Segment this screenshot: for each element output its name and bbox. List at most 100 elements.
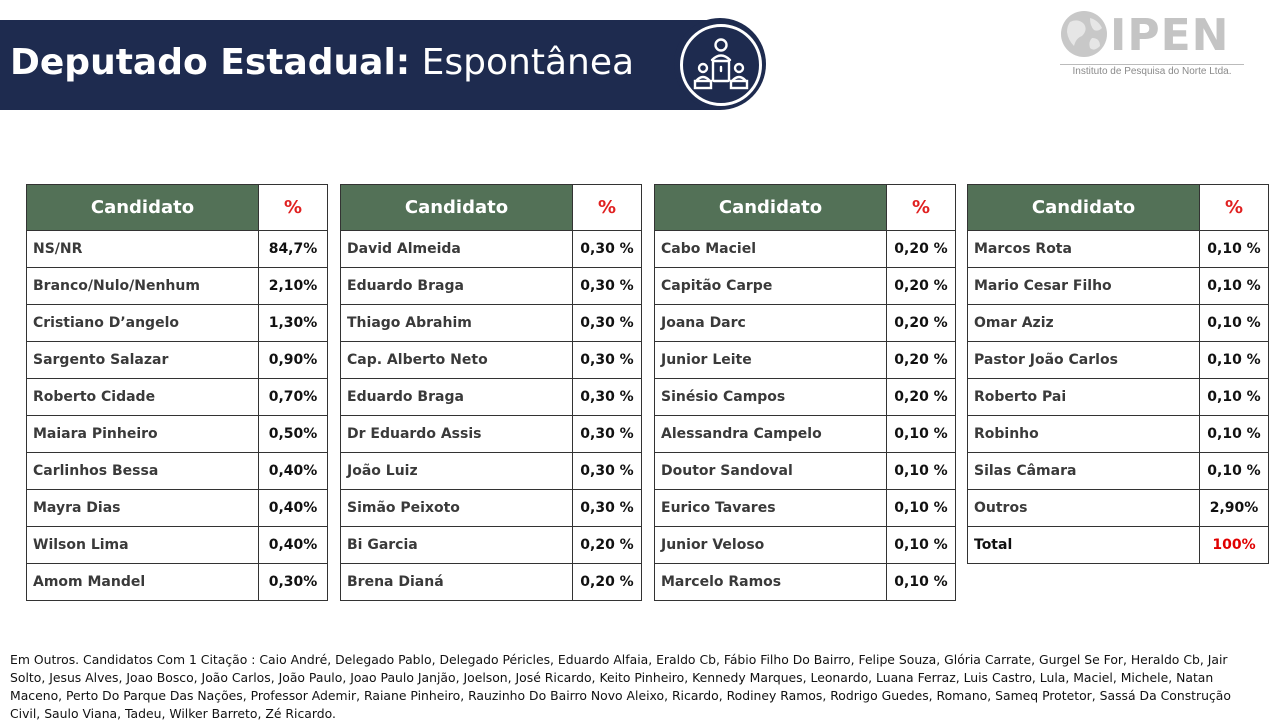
column-header-percent: %: [572, 184, 642, 231]
candidate-name: Marcos Rota: [967, 230, 1200, 268]
table-row: Cabo Maciel 0,20 %: [654, 230, 956, 268]
table-row: Robinho 0,10 %: [967, 415, 1269, 453]
candidate-name: Carlinhos Bessa: [26, 452, 259, 490]
column-header-candidate: Candidato: [340, 184, 573, 231]
candidate-name: Wilson Lima: [26, 526, 259, 564]
candidate-percent: 0,40%: [258, 452, 328, 490]
candidate-name: Roberto Pai: [967, 378, 1200, 416]
table-row: Junior Veloso 0,10 %: [654, 526, 956, 564]
candidate-percent: 0,20 %: [886, 378, 956, 416]
table-row: Joana Darc 0,20 %: [654, 304, 956, 342]
candidate-percent: 0,10 %: [886, 526, 956, 564]
podium-emblem: [674, 18, 766, 110]
table-row: Simão Peixoto 0,30 %: [340, 489, 642, 527]
table-row: Sargento Salazar 0,90%: [26, 341, 328, 379]
candidate-name: Junior Leite: [654, 341, 887, 379]
candidate-percent: 0,20 %: [886, 304, 956, 342]
table-row: Silas Câmara 0,10 %: [967, 452, 1269, 490]
column-header-percent: %: [1199, 184, 1269, 231]
table-row: Mario Cesar Filho 0,10 %: [967, 267, 1269, 305]
table-row: Junior Leite 0,20 %: [654, 341, 956, 379]
candidate-name: Cristiano D’angelo: [26, 304, 259, 342]
candidate-percent: 2,90%: [1199, 489, 1269, 527]
table-row: Doutor Sandoval 0,10 %: [654, 452, 956, 490]
table-row: Roberto Pai 0,10 %: [967, 378, 1269, 416]
candidate-percent: 1,30%: [258, 304, 328, 342]
candidate-percent: 0,10 %: [1199, 378, 1269, 416]
candidate-name: Simão Peixoto: [340, 489, 573, 527]
candidate-percent: 0,20 %: [886, 267, 956, 305]
candidate-name: Brena Dianá: [340, 563, 573, 601]
table-row: Carlinhos Bessa 0,40%: [26, 452, 328, 490]
candidate-percent: 0,50%: [258, 415, 328, 453]
candidate-percent: 0,20 %: [572, 526, 642, 564]
candidate-name: Eduardo Braga: [340, 378, 573, 416]
table-row: Cap. Alberto Neto 0,30 %: [340, 341, 642, 379]
candidate-percent: 0,30 %: [572, 341, 642, 379]
candidate-percent: 0,70%: [258, 378, 328, 416]
page-title: Deputado Estadual: Espontânea: [10, 42, 634, 83]
globe-icon: [1061, 11, 1107, 57]
table-row: Omar Aziz 0,10 %: [967, 304, 1269, 342]
table-row: Cristiano D’angelo 1,30%: [26, 304, 328, 342]
table-row: David Almeida 0,30 %: [340, 230, 642, 268]
logo-subtitle: Instituto de Pesquisa do Norte Ltda.: [1060, 64, 1244, 77]
candidate-name: Roberto Cidade: [26, 378, 259, 416]
column-header-percent: %: [258, 184, 328, 231]
candidate-name: Pastor João Carlos: [967, 341, 1200, 379]
candidate-name: Junior Veloso: [654, 526, 887, 564]
candidate-name: Mario Cesar Filho: [967, 267, 1200, 305]
table-row: Eurico Tavares 0,10 %: [654, 489, 956, 527]
podium-icon: [680, 24, 762, 106]
table-row: Roberto Cidade 0,70%: [26, 378, 328, 416]
candidate-name: Omar Aziz: [967, 304, 1200, 342]
candidate-name: Amom Mandel: [26, 563, 259, 601]
candidate-percent: 0,20 %: [886, 230, 956, 268]
candidate-percent: 0,20 %: [886, 341, 956, 379]
candidate-percent: 0,10 %: [1199, 267, 1269, 305]
candidates-table-4: Candidato % Marcos Rota 0,10 % Mario Cesa…: [967, 184, 1269, 564]
column-header-candidate: Candidato: [654, 184, 887, 231]
title-banner: [0, 20, 720, 110]
candidate-percent: 0,40%: [258, 489, 328, 527]
candidate-percent: 0,10 %: [1199, 341, 1269, 379]
candidate-name: Eduardo Braga: [340, 267, 573, 305]
table-row: Wilson Lima 0,40%: [26, 526, 328, 564]
column-header-percent: %: [886, 184, 956, 231]
candidate-name: Cabo Maciel: [654, 230, 887, 268]
others-footnote: Em Outros. Candidatos Com 1 Citação : Ca…: [10, 652, 1231, 721]
candidate-percent: 84,7%: [258, 230, 328, 268]
candidate-name: Joana Darc: [654, 304, 887, 342]
table-row: Outros 2,90%: [967, 489, 1269, 527]
table-row: Dr Eduardo Assis 0,30 %: [340, 415, 642, 453]
candidate-percent: 0,30 %: [572, 452, 642, 490]
candidate-percent: 0,30 %: [572, 378, 642, 416]
table-row: Bi Garcia 0,20 %: [340, 526, 642, 564]
table-row: Eduardo Braga 0,30 %: [340, 267, 642, 305]
candidate-percent: 0,10 %: [886, 563, 956, 601]
table-row: Pastor João Carlos 0,10 %: [967, 341, 1269, 379]
candidate-name: Bi Garcia: [340, 526, 573, 564]
candidate-name: Outros: [967, 489, 1200, 527]
candidate-percent: 0,30 %: [572, 230, 642, 268]
candidate-percent: 0,30 %: [572, 304, 642, 342]
candidate-percent: 0,10 %: [886, 489, 956, 527]
table-row: Thiago Abrahim 0,30 %: [340, 304, 642, 342]
candidate-percent: 0,20 %: [572, 563, 642, 601]
candidate-name: Dr Eduardo Assis: [340, 415, 573, 453]
candidate-name: Robinho: [967, 415, 1200, 453]
table-row: Branco/Nulo/Nenhum 2,10%: [26, 267, 328, 305]
candidates-table-2: Candidato % David Almeida 0,30 % Eduardo …: [340, 184, 642, 601]
candidate-name: Thiago Abrahim: [340, 304, 573, 342]
candidate-percent: 0,30 %: [572, 489, 642, 527]
candidates-table-1: Candidato % NS/NR 84,7% Branco/Nulo/Nenhu…: [26, 184, 328, 601]
candidate-name: Sargento Salazar: [26, 341, 259, 379]
candidate-percent: 0,30 %: [572, 267, 642, 305]
table-row: NS/NR 84,7%: [26, 230, 328, 268]
candidate-name: Eurico Tavares: [654, 489, 887, 527]
table-row: Brena Dianá 0,20 %: [340, 563, 642, 601]
table-row: Marcos Rota 0,10 %: [967, 230, 1269, 268]
candidate-percent: 0,10 %: [1199, 230, 1269, 268]
candidate-name: Mayra Dias: [26, 489, 259, 527]
candidate-name: David Almeida: [340, 230, 573, 268]
